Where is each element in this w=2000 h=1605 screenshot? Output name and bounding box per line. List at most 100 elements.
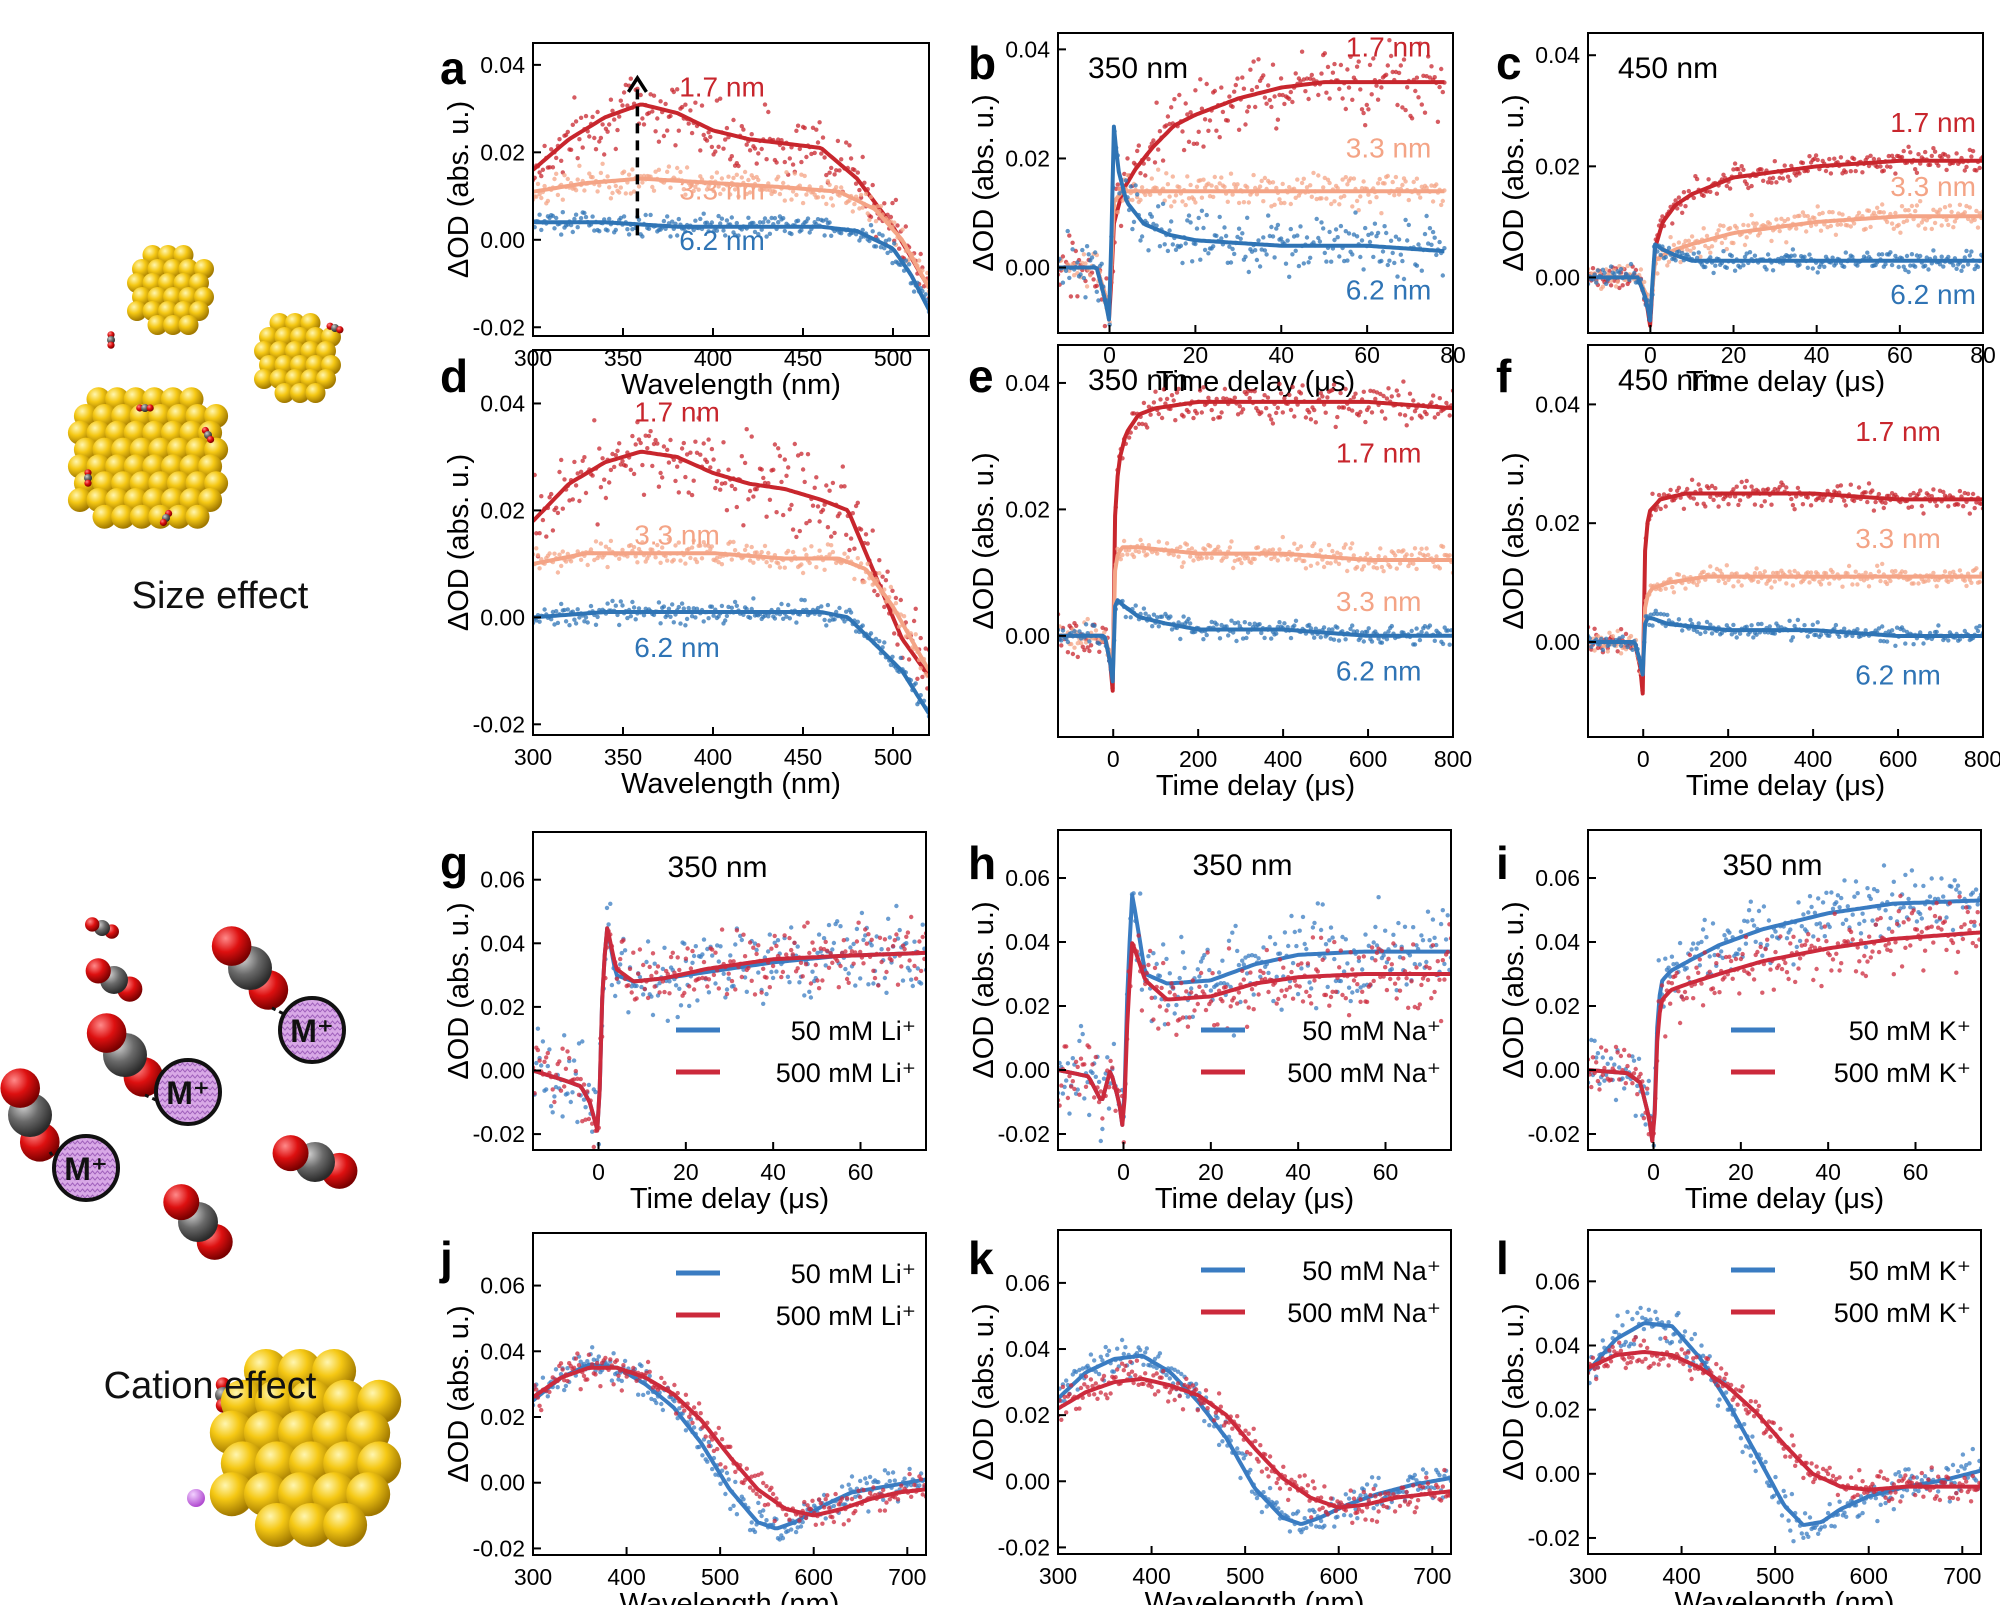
data-point [759, 146, 764, 152]
data-point [1345, 258, 1350, 263]
data-point [1189, 546, 1195, 551]
data-point [1307, 622, 1312, 628]
data-point [825, 948, 830, 953]
data-point [794, 620, 799, 625]
data-point [572, 617, 577, 622]
data-point [625, 554, 630, 559]
data-point [728, 192, 733, 197]
data-point [1075, 294, 1080, 299]
data-point [1277, 620, 1282, 625]
data-point [1377, 176, 1382, 182]
x-tick-label: 20 [1721, 342, 1747, 368]
data-point [775, 938, 781, 943]
y-tick-label: 0.02 [480, 139, 525, 165]
fit-line [533, 102, 929, 289]
data-point [1278, 391, 1284, 396]
data-point [698, 148, 703, 153]
data-point [1437, 84, 1442, 90]
data-point [848, 156, 854, 161]
data-point [1293, 396, 1299, 401]
data-point [565, 1049, 570, 1054]
data-point [675, 233, 680, 238]
data-point [1889, 153, 1895, 158]
data-point [686, 546, 691, 552]
data-point [650, 1012, 656, 1018]
data-point [558, 1088, 564, 1093]
data-point [1138, 537, 1143, 543]
data-point [782, 565, 787, 570]
x-tick-label: 500 [874, 744, 912, 770]
data-point [568, 147, 574, 152]
data-point [683, 623, 688, 628]
y-tick-label: 0.04 [1535, 42, 1580, 68]
data-point [1906, 144, 1911, 149]
data-point [719, 216, 725, 221]
data-point [1742, 485, 1748, 490]
data-point [1620, 283, 1625, 288]
data-point [1701, 193, 1706, 198]
data-point [1314, 216, 1319, 222]
data-point [1191, 415, 1196, 421]
data-point [764, 560, 769, 565]
data-point [879, 947, 884, 952]
data-point [1613, 284, 1619, 289]
data-point [893, 197, 899, 203]
data-point [1257, 264, 1263, 269]
data-point [657, 981, 662, 986]
data-point [888, 219, 894, 224]
series-size-3-3nm [1058, 534, 1453, 673]
data-point [1256, 57, 1261, 62]
data-point [1301, 176, 1307, 181]
data-point [1440, 273, 1446, 278]
data-point [1227, 244, 1232, 249]
data-point [1120, 198, 1125, 203]
data-point [731, 959, 736, 964]
data-point [1815, 270, 1820, 275]
data-point [1708, 250, 1713, 255]
data-point [1252, 389, 1257, 394]
data-point [1382, 224, 1387, 229]
data-point [1272, 202, 1277, 207]
data-point [612, 117, 617, 122]
data-point [832, 172, 837, 177]
data-point [1792, 507, 1797, 512]
data-point [1366, 107, 1371, 112]
data-point [1918, 630, 1923, 635]
data-point [1936, 163, 1941, 168]
data-point [1769, 585, 1774, 590]
data-point [1243, 254, 1248, 259]
data-point [1354, 64, 1360, 69]
data-point [1246, 269, 1252, 275]
data-point [1330, 627, 1335, 632]
data-point [1853, 569, 1858, 574]
data-point [1972, 505, 1977, 511]
data-point [1388, 564, 1393, 570]
data-point [1214, 185, 1219, 190]
data-point [736, 163, 741, 169]
data-point [1183, 241, 1188, 246]
data-point [617, 441, 622, 446]
data-point [1288, 407, 1294, 413]
data-point [911, 618, 917, 624]
fit-line [1588, 242, 1983, 323]
data-point [1311, 77, 1316, 82]
data-point [1379, 258, 1384, 264]
data-point [562, 1084, 567, 1089]
data-point [595, 109, 600, 115]
data-point [852, 576, 857, 582]
data-point [835, 919, 840, 924]
gold-cluster-medium [254, 313, 341, 403]
data-point [648, 92, 653, 97]
fit-line [533, 220, 929, 311]
x-tick-label: 800 [1964, 746, 2000, 772]
data-point [668, 614, 673, 619]
data-point [786, 602, 791, 608]
data-point [718, 944, 723, 949]
data-point [716, 184, 721, 189]
data-point [1220, 109, 1226, 115]
data-point [1913, 167, 1918, 172]
data-point [721, 228, 726, 233]
data-point [1151, 400, 1157, 405]
data-point [851, 941, 856, 947]
data-point [1149, 214, 1155, 219]
